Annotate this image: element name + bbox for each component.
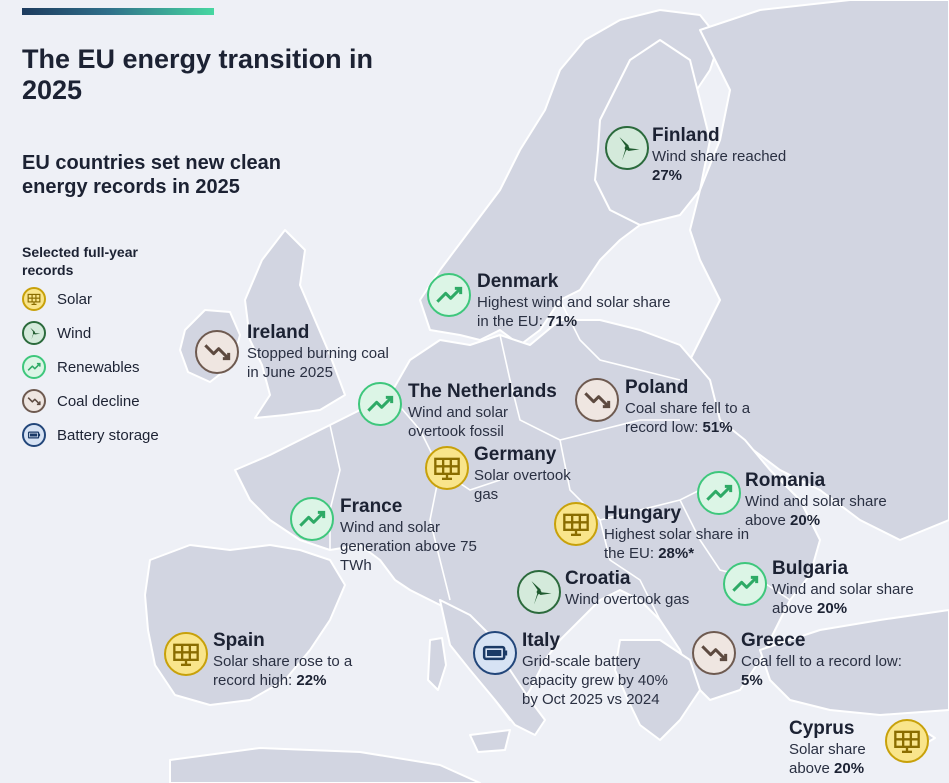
country-name: Finland [652, 125, 720, 146]
country-name: Cyprus [789, 718, 855, 739]
country-name: Spain [213, 630, 265, 651]
country-desc: Coal fell to a record low: 5% [741, 653, 902, 689]
solar-panel-icon [885, 719, 929, 763]
legend-label: Wind [57, 324, 92, 342]
trend-up-icon [22, 355, 46, 379]
battery-icon [22, 423, 46, 447]
legend-label: Battery storage [57, 426, 159, 444]
legend-item-battery: Battery storage [22, 421, 222, 449]
country-name: Denmark [477, 271, 559, 292]
country-desc: Solar share rose to a record high: 22% [213, 653, 353, 689]
country-desc: Solar share above 20% [789, 741, 866, 777]
country-name: Croatia [565, 568, 631, 589]
legend-item-solar: Solar [22, 285, 222, 313]
country-desc: Wind and solar overtook fossil [408, 404, 509, 440]
legend-title: Selected full-year records [22, 244, 138, 278]
accent-bar [22, 8, 214, 15]
trend-up-icon [358, 382, 402, 426]
sicily-land [469, 729, 511, 753]
country-desc: Coal share fell to a record low: 51% [625, 400, 751, 436]
solar-panel-icon [554, 502, 598, 546]
page-subtitle: EU countries set new clean energy record… [22, 152, 281, 198]
country-desc: Wind share reached 27% [652, 148, 787, 184]
wind-turbine-icon [605, 126, 649, 170]
trend-up-icon [697, 471, 741, 515]
legend: Selected full-year records Solar Wind Re… [22, 243, 222, 449]
trend-up-icon [290, 497, 334, 541]
solar-panel-icon [425, 446, 469, 490]
legend-label: Coal decline [57, 392, 140, 410]
country-name: The Netherlands [408, 381, 557, 402]
north-africa-land [169, 747, 481, 783]
solar-panel-icon [22, 287, 46, 311]
country-desc: Highest wind and solar share in the EU: … [477, 294, 671, 330]
britain-land [244, 229, 346, 419]
country-name: Hungary [604, 503, 682, 524]
legend-item-wind: Wind [22, 319, 222, 347]
country-desc: Wind and solar share above 20% [772, 581, 914, 617]
trend-down-icon [22, 389, 46, 413]
country-desc: Wind and solar generation above 75 TWh [340, 519, 477, 574]
country-name: Bulgaria [772, 558, 849, 579]
country-name: Italy [522, 630, 561, 651]
turkey-land [759, 609, 949, 716]
country-desc: Wind overtook gas [565, 591, 690, 608]
battery-icon [473, 631, 517, 675]
trend-up-icon [427, 273, 471, 317]
trend-down-icon [195, 330, 239, 374]
country-name: Poland [625, 377, 689, 398]
sardinia-land [427, 637, 447, 691]
page-title: The EU energy transition in 2025 [22, 44, 374, 105]
country-desc: Solar overtook gas [474, 467, 571, 503]
trend-up-icon [723, 562, 767, 606]
country-desc: Grid-scale battery capacity grew by 40% … [522, 653, 668, 708]
greece-land [614, 639, 701, 741]
country-name: Germany [474, 444, 557, 465]
solar-panel-icon [164, 632, 208, 676]
country-desc: Wind and solar share above 20% [745, 493, 887, 529]
legend-label: Renewables [57, 358, 140, 376]
country-name: France [340, 496, 403, 517]
wind-turbine-icon [22, 321, 46, 345]
legend-item-renewables: Renewables [22, 353, 222, 381]
legend-item-coal: Coal decline [22, 387, 222, 415]
country-name: Greece [741, 630, 806, 651]
legend-label: Solar [57, 290, 93, 308]
trend-down-icon [575, 378, 619, 422]
country-desc: Highest solar share in the EU: 28%* [604, 526, 750, 562]
trend-down-icon [692, 631, 736, 675]
wind-turbine-icon [517, 570, 561, 614]
country-desc: Stopped burning coal in June 2025 [247, 345, 389, 381]
country-name: Romania [745, 470, 826, 491]
country-name: Ireland [247, 322, 310, 343]
